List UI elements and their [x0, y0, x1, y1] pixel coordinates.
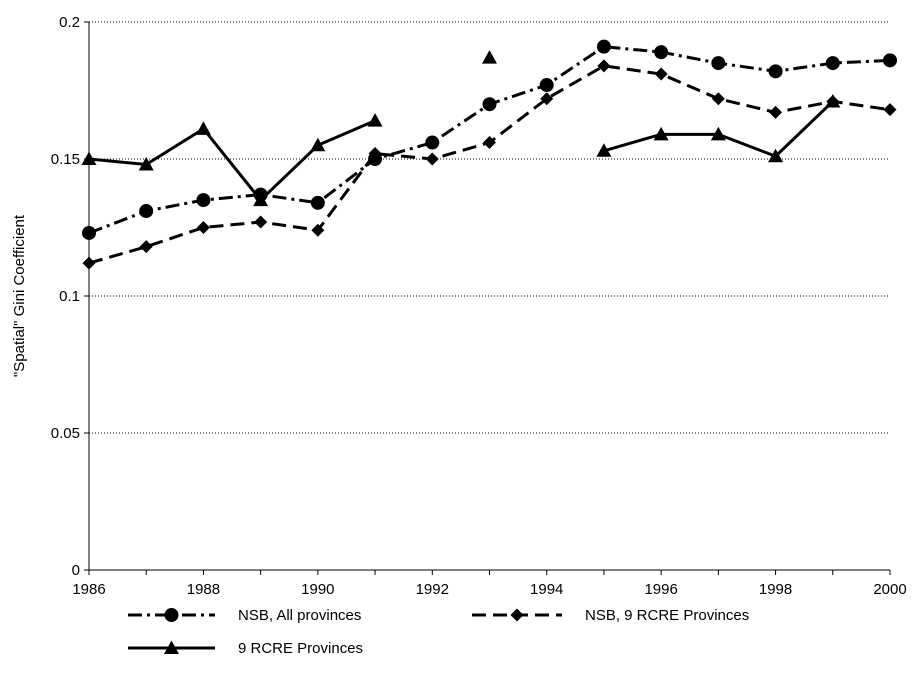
legend-marker	[510, 608, 524, 622]
data-point	[425, 152, 439, 166]
series-line	[88, 64, 891, 265]
y-tick-label: 0	[72, 562, 80, 579]
legend-item: NSB, All provinces	[128, 607, 361, 624]
data-point	[768, 64, 783, 79]
series-line	[88, 119, 376, 202]
legend-marker	[164, 608, 179, 622]
data-point	[310, 137, 326, 152]
series-2	[82, 59, 897, 270]
data-point	[654, 67, 668, 81]
x-tick-label: 1994	[530, 581, 563, 598]
legend: NSB, All provinces NSB, 9 RCRE Provinces 9…	[128, 607, 749, 657]
x-tick-label: 1998	[759, 581, 792, 598]
data-point	[596, 39, 611, 54]
data-point	[653, 126, 669, 141]
data-point	[311, 223, 325, 237]
x-tick-label: 1986	[72, 581, 105, 598]
x-tick-label: 1996	[644, 581, 677, 598]
data-point	[539, 78, 554, 93]
x-tick-label: 2000	[873, 581, 906, 598]
data-point	[769, 105, 783, 119]
data-point	[482, 97, 497, 112]
legend-marker	[164, 640, 179, 654]
data-point	[596, 143, 612, 157]
data-point	[254, 215, 268, 229]
data-point	[196, 221, 210, 234]
data-point	[482, 50, 497, 64]
y-tick-label: 0.15	[51, 151, 80, 168]
data-point	[367, 113, 383, 127]
x-tick-label: 1988	[187, 581, 220, 598]
data-point	[253, 192, 269, 207]
legend-item: NSB, 9 RCRE Provinces	[472, 607, 749, 624]
data-point	[483, 136, 496, 150]
data-point	[81, 151, 97, 165]
data-point	[138, 156, 154, 171]
y-axis-title: "Spatial" Gini Coefficient	[11, 214, 28, 377]
data-point	[139, 240, 153, 254]
legend-label: NSB, All provinces	[238, 607, 361, 624]
legend-item: 9 RCRE Provinces	[128, 640, 363, 657]
axes: 0 0.05 0.1 0.15 0.2 1986 1988 1990 1992 1994 1996 1…	[51, 14, 907, 598]
data-point	[883, 53, 897, 68]
legend-label: 9 RCRE Provinces	[238, 640, 363, 657]
data-point	[425, 135, 440, 150]
data-point	[82, 225, 96, 240]
data-point	[710, 126, 726, 141]
data-point	[195, 121, 211, 135]
data-point	[711, 56, 726, 71]
data-point	[654, 45, 669, 60]
data-point	[825, 56, 840, 71]
data-point	[82, 256, 96, 270]
data-point	[825, 93, 841, 108]
data-point	[711, 92, 725, 106]
data-point	[768, 148, 784, 163]
y-tick-label: 0.05	[51, 425, 80, 442]
series-3	[81, 50, 841, 207]
data-point	[310, 195, 325, 210]
y-tick-label: 0.1	[59, 288, 80, 305]
legend-label: NSB, 9 RCRE Provinces	[585, 607, 749, 624]
data-point	[139, 204, 154, 219]
x-tick-label: 1992	[416, 581, 449, 598]
series-group	[81, 39, 897, 270]
x-tick-label: 1990	[301, 581, 334, 598]
data-point	[196, 193, 211, 208]
y-tick-label: 0.2	[59, 14, 80, 31]
data-point	[368, 147, 382, 161]
data-point	[597, 59, 611, 73]
data-point	[883, 103, 897, 117]
data-point	[540, 92, 554, 106]
